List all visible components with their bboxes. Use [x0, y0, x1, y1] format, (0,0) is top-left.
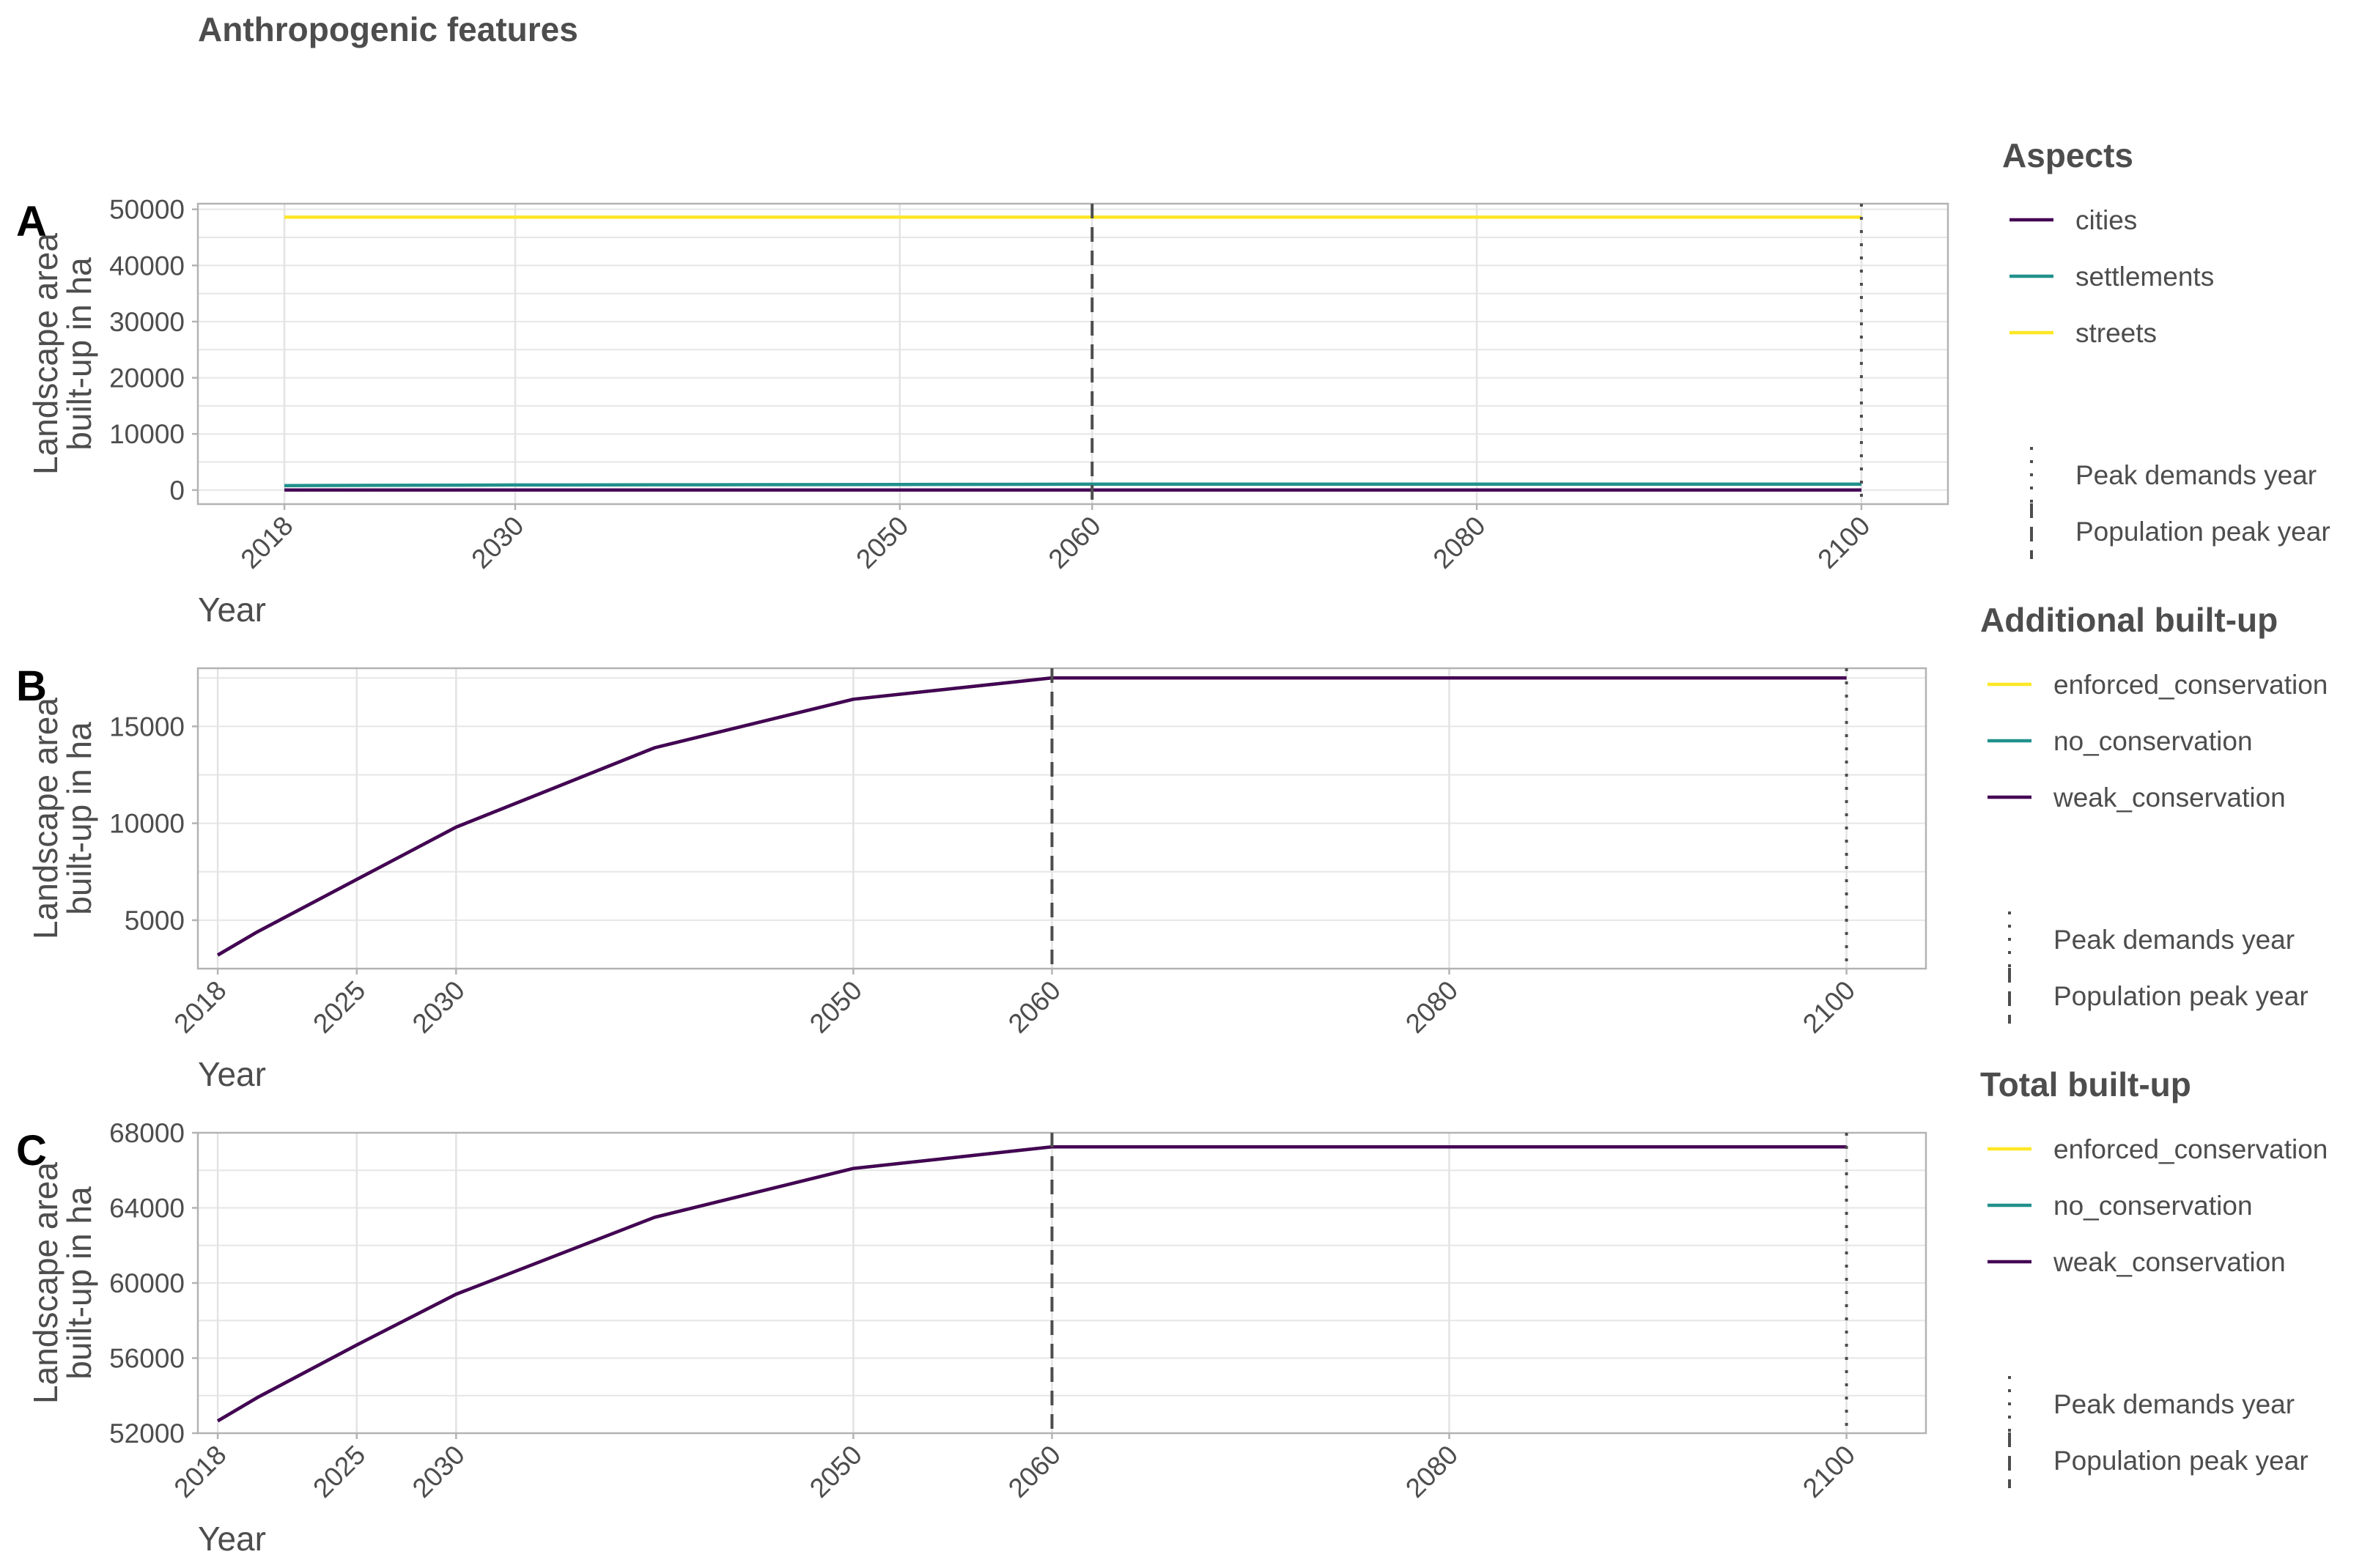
legend-label: no_conservation — [2053, 726, 2253, 756]
figure-title: Anthropogenic features — [198, 10, 578, 48]
legend-label: enforced_conservation — [2053, 1134, 2328, 1164]
legend-label: Population peak year — [2075, 517, 2330, 547]
y-tick-label: 30000 — [109, 307, 185, 337]
legend-title: Aspects — [2002, 136, 2133, 174]
legend-label: no_conservation — [2053, 1191, 2253, 1221]
panel-tag: A — [16, 198, 47, 245]
y-axis-title: Landscape areabuilt-up in ha — [26, 233, 98, 475]
plot-border — [196, 202, 1949, 506]
legend-label: Peak demands year — [2053, 925, 2295, 955]
y-tick-label: 0 — [169, 476, 185, 506]
y-tick-label: 20000 — [109, 363, 185, 393]
y-tick-label: 56000 — [109, 1344, 185, 1374]
legend-label: streets — [2075, 318, 2157, 348]
legend-label: Peak demands year — [2053, 1389, 2295, 1419]
plot-border — [196, 667, 1927, 970]
panel-tag: C — [16, 1127, 47, 1175]
legend-label: enforced_conservation — [2053, 670, 2328, 700]
legend-title: Additional built-up — [1980, 601, 2278, 639]
y-axis-title-line: built-up in ha — [60, 722, 98, 915]
y-axis-title-line: Landscape area — [26, 698, 64, 939]
y-tick-label: 15000 — [109, 711, 185, 742]
y-axis-title-line: built-up in ha — [60, 1186, 98, 1380]
legend-label: settlements — [2075, 262, 2214, 292]
y-tick-label: 40000 — [109, 251, 185, 281]
x-axis-title: Year — [198, 1055, 266, 1093]
y-tick-label: 68000 — [109, 1118, 185, 1148]
y-axis-title-line: Landscape area — [26, 1162, 64, 1404]
y-axis-title: Landscape areabuilt-up in ha — [26, 1162, 98, 1404]
legend-label: weak_conservation — [2053, 783, 2286, 813]
y-axis-title-line: Landscape area — [26, 233, 64, 475]
y-tick-label: 10000 — [109, 809, 185, 839]
y-tick-label: 52000 — [109, 1419, 185, 1449]
y-tick-label: 5000 — [125, 906, 185, 936]
legend-label: Peak demands year — [2075, 460, 2317, 490]
y-tick-label: 10000 — [109, 419, 185, 449]
y-axis-title-line: built-up in ha — [60, 257, 98, 451]
legend-C: Total built-up enforced_conservation no_co… — [1980, 1065, 2328, 1488]
series-line-weak-conservation — [216, 676, 1847, 957]
y-tick-label: 60000 — [109, 1268, 185, 1298]
panel-tag: B — [16, 662, 47, 710]
legend-B: Additional built-up enforced_conservation… — [1980, 601, 2328, 1024]
legend-label: Population peak year — [2053, 981, 2309, 1011]
legend-label: cities — [2075, 205, 2137, 235]
x-axis-title: Year — [198, 591, 266, 629]
legend-A: Aspects cities settlements streets Peak dema… — [2002, 136, 2330, 559]
y-tick-label: 50000 — [109, 195, 185, 225]
y-axis-title: Landscape areabuilt-up in ha — [26, 698, 98, 939]
series-line-settlements — [284, 482, 1861, 487]
series-line-weak-conservation — [216, 1144, 1847, 1423]
x-axis-title: Year — [198, 1520, 266, 1558]
legend-title: Total built-up — [1980, 1065, 2191, 1103]
legend-label: weak_conservation — [2053, 1247, 2286, 1277]
y-tick-label: 64000 — [109, 1194, 185, 1224]
legend-label: Population peak year — [2053, 1446, 2309, 1476]
